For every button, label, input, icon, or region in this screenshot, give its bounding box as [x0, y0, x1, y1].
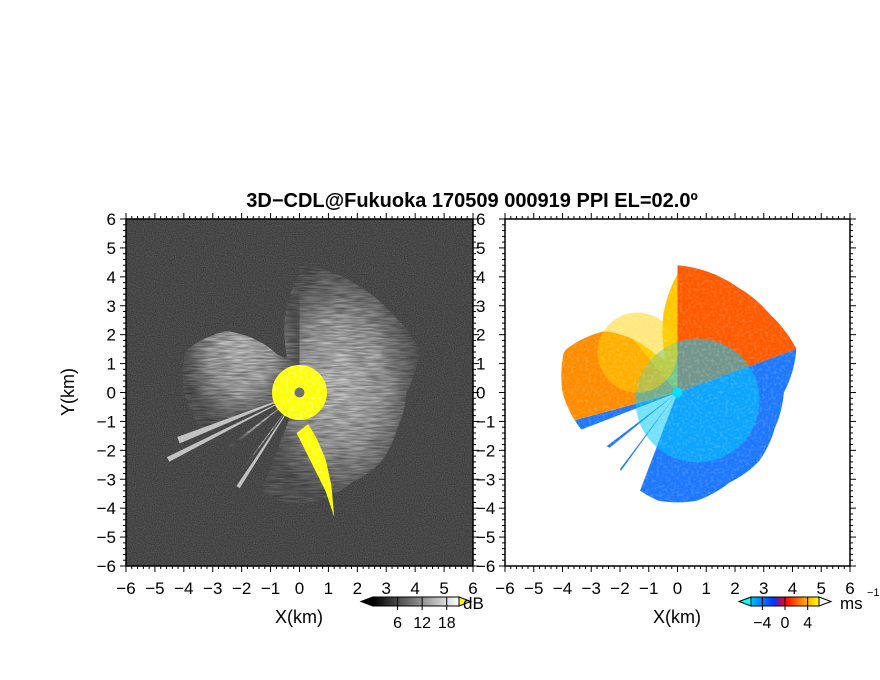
y-tick-label: −2 — [97, 441, 116, 460]
colorbar-tick-label: −4 — [753, 615, 771, 632]
x-tick-label: −6 — [495, 579, 514, 598]
y-tick-label: 2 — [107, 326, 116, 345]
x-tick-label: 6 — [468, 579, 477, 598]
axis-ticks: −6 −5 −4 −3 −2 −1 0 1 2 3 4 5 6 — [495, 213, 856, 598]
x-tick-label: 4 — [410, 579, 419, 598]
echo-streaks — [261, 265, 420, 503]
x-tick-label: 0 — [295, 579, 304, 598]
y-tick-label: 1 — [107, 355, 116, 374]
x-tick-label: −2 — [232, 579, 251, 598]
x-tick-label: −1 — [261, 579, 280, 598]
y-tick-label: 4 — [107, 268, 116, 287]
y-tick-label: 5 — [107, 239, 116, 258]
colorbar-over-arrow — [458, 596, 473, 607]
y-tick-label: 0 — [107, 384, 116, 403]
x-tick-label: −1 — [639, 579, 658, 598]
x-tick-label: −2 — [610, 579, 629, 598]
y-tick-label: 6 — [107, 210, 116, 229]
colorbar-tick-label: 4 — [803, 615, 812, 632]
y-tick-label: −4 — [97, 499, 116, 518]
colorbar-ramp — [372, 596, 460, 607]
y-tick-label: −5 — [476, 528, 495, 547]
echo-streaks — [182, 273, 300, 430]
x-tick-label: 2 — [730, 579, 739, 598]
x-tick-label: 1 — [324, 579, 333, 598]
y-tick-label: −2 — [476, 441, 495, 460]
y-tick-label: −3 — [97, 470, 116, 489]
radar-site-marker — [672, 387, 683, 398]
y-tick-label: 5 — [476, 239, 485, 258]
y-tick-label: −3 — [476, 470, 495, 489]
colorbar-tick-label: 6 — [393, 615, 402, 632]
colorbar: 6 12 18 dB — [359, 594, 484, 632]
x-tick-label: 2 — [353, 579, 362, 598]
colorbar-tick-label: 0 — [781, 615, 790, 632]
reflectivity-panel: −6 −5 −4 −3 −2 −1 0 1 2 3 4 5 6−6−5−4−3−2−10123456−6… — [58, 210, 495, 632]
y-tick-label: −6 — [97, 557, 116, 576]
x-tick-label: 1 — [702, 579, 711, 598]
y-tick-label: −1 — [476, 412, 495, 431]
x-tick-label: −3 — [203, 579, 222, 598]
y-tick-label: 4 — [476, 268, 485, 287]
y-tick-label: −6 — [476, 557, 495, 576]
axis-ticks: −6 −5 −4 −3 −2 −1 0 1 2 3 4 5 6−6−5−4−3−2−10123456−6… — [97, 210, 496, 598]
x-tick-label: 4 — [788, 579, 797, 598]
echo-region — [166, 265, 420, 517]
colorbar-tick-label: 12 — [413, 615, 431, 632]
x-tick-label: −5 — [524, 579, 543, 598]
x-tick-label: 3 — [382, 579, 391, 598]
y-axis-label: Y(km) — [58, 368, 78, 416]
x-axis-label: X(km) — [275, 607, 323, 627]
y-tick-label: 3 — [107, 297, 116, 316]
velocity-panel: −6 −5 −4 −3 −2 −1 0 1 2 3 4 5 6 X(km) −4 0 4ms−1 — [495, 213, 880, 632]
x-tick-label: −3 — [582, 579, 601, 598]
y-tick-label: 6 — [476, 210, 485, 229]
colorbar-under-arrow — [359, 596, 374, 607]
colorbar-unit: dB — [463, 594, 484, 613]
y-tick-label: −4 — [476, 499, 495, 518]
colorbar-unit: ms — [840, 594, 863, 613]
y-tick-label: 0 — [476, 384, 485, 403]
y-tick-label: −5 — [97, 528, 116, 547]
colorbar: −4 0 4 ms −1 — [737, 587, 880, 632]
colorbar-tick-label: 18 — [438, 615, 456, 632]
x-tick-label: 0 — [673, 579, 682, 598]
colorbar-unit-exponent: −1 — [867, 587, 880, 599]
echo-spoke — [236, 392, 300, 489]
y-tick-label: −1 — [97, 412, 116, 431]
x-tick-label: −4 — [553, 579, 572, 598]
x-tick-label: 3 — [759, 579, 768, 598]
x-tick-label: 5 — [817, 579, 826, 598]
y-tick-label: 2 — [476, 326, 485, 345]
figure-title: 3D−CDL@Fukuoka 170509 000919 PPI EL=02.0… — [246, 190, 698, 212]
x-tick-label: 5 — [439, 579, 448, 598]
colorbar-under-arrow — [737, 596, 752, 607]
echo-region — [505, 219, 850, 566]
echo-spoke — [177, 392, 300, 444]
x-tick-label: −6 — [116, 579, 135, 598]
plume-speckle — [296, 424, 335, 517]
colorbar-over-arrow — [818, 596, 833, 607]
x-tick-label: 6 — [845, 579, 854, 598]
x-tick-label: −4 — [174, 579, 193, 598]
echo-spoke — [166, 392, 300, 462]
x-tick-label: −5 — [145, 579, 164, 598]
y-tick-label: 1 — [476, 355, 485, 374]
y-tick-label: 3 — [476, 297, 485, 316]
radar-site-marker — [294, 387, 305, 398]
x-axis-label: X(km) — [653, 607, 701, 627]
